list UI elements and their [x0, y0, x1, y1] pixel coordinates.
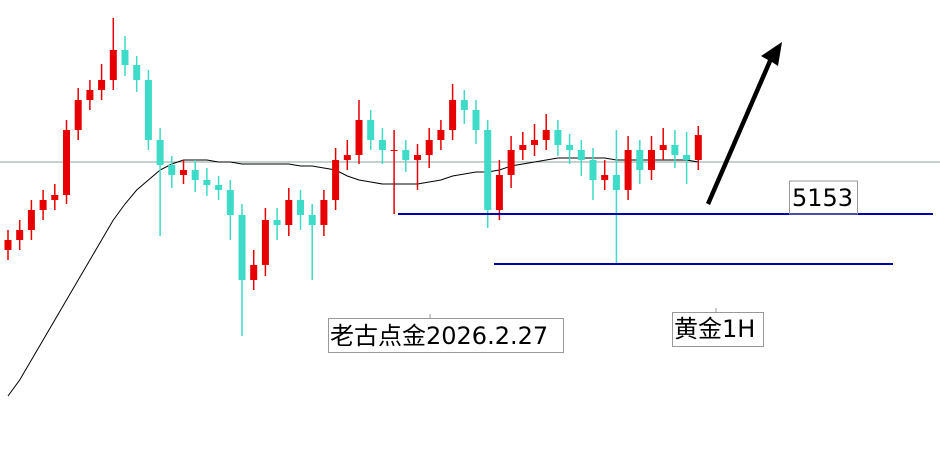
- candle-body: [414, 155, 421, 160]
- candle-body: [425, 140, 433, 155]
- level-label: 5153: [792, 184, 853, 212]
- candle-body: [74, 100, 82, 130]
- candle-body: [367, 120, 375, 140]
- candle-body: [566, 145, 574, 150]
- candle-body: [378, 140, 386, 150]
- candle-body: [191, 170, 199, 180]
- candle-body: [261, 220, 269, 265]
- candle-body: [285, 200, 293, 225]
- candle-body: [27, 210, 35, 230]
- candle-body: [168, 165, 176, 175]
- candle-body: [63, 130, 70, 195]
- candle-body: [577, 150, 585, 160]
- candle-body: [460, 100, 468, 110]
- candle-body: [694, 135, 702, 160]
- candle-body: [472, 110, 480, 130]
- candle-body: [648, 150, 655, 170]
- candle-body: [484, 130, 492, 210]
- candle-body: [109, 50, 117, 80]
- plot: 5153: [0, 18, 940, 397]
- candle-body: [39, 200, 47, 210]
- candle-body: [402, 150, 410, 160]
- candle-body: [121, 50, 129, 65]
- candle-body: [519, 145, 527, 150]
- annotation-box: 老古点金2026.2.27: [328, 314, 564, 353]
- candle-body: [390, 150, 398, 151]
- candle-body: [495, 175, 503, 210]
- candle-body: [624, 150, 632, 190]
- candle-body: [507, 150, 515, 175]
- candle-body: [16, 230, 24, 240]
- candle-body: [226, 190, 234, 215]
- candle-body: [332, 160, 340, 200]
- candle-body: [449, 100, 457, 130]
- candle-body: [659, 145, 667, 150]
- annotation: 老古点金2026.2.27: [330, 322, 548, 350]
- candle-body: [144, 80, 152, 140]
- candle-body: [612, 175, 620, 190]
- candle-body: [98, 80, 106, 90]
- candle-body: [215, 185, 223, 190]
- arrow: [706, 42, 782, 205]
- candle-body: [636, 150, 644, 170]
- candle-body: [308, 215, 316, 225]
- annotation: 黄金1H: [674, 315, 755, 343]
- candle-body: [273, 220, 281, 225]
- candle-body: [4, 240, 12, 250]
- candle-body: [355, 120, 363, 155]
- candle-body: [51, 195, 59, 200]
- candle-body: [133, 65, 141, 80]
- candle-body: [554, 130, 562, 145]
- candle-body: [203, 180, 211, 185]
- candle-body: [180, 170, 187, 175]
- moving-average: [7, 157, 699, 397]
- candle-body: [683, 155, 691, 160]
- candle-body: [343, 155, 351, 160]
- candle-body: [437, 130, 445, 140]
- candle-body: [589, 160, 597, 180]
- candle-body: [297, 200, 304, 215]
- annotation-box: 黄金1H: [672, 308, 764, 347]
- candle-body: [320, 200, 328, 225]
- candle-body: [156, 140, 164, 165]
- candle-body: [86, 90, 94, 100]
- candle-body: [531, 140, 538, 145]
- candle-body: [238, 215, 246, 280]
- candle-body: [542, 130, 550, 140]
- candle-body: [601, 175, 609, 180]
- level-label-box: [789, 180, 858, 215]
- candle-body: [250, 265, 258, 280]
- candle-body: [671, 145, 679, 155]
